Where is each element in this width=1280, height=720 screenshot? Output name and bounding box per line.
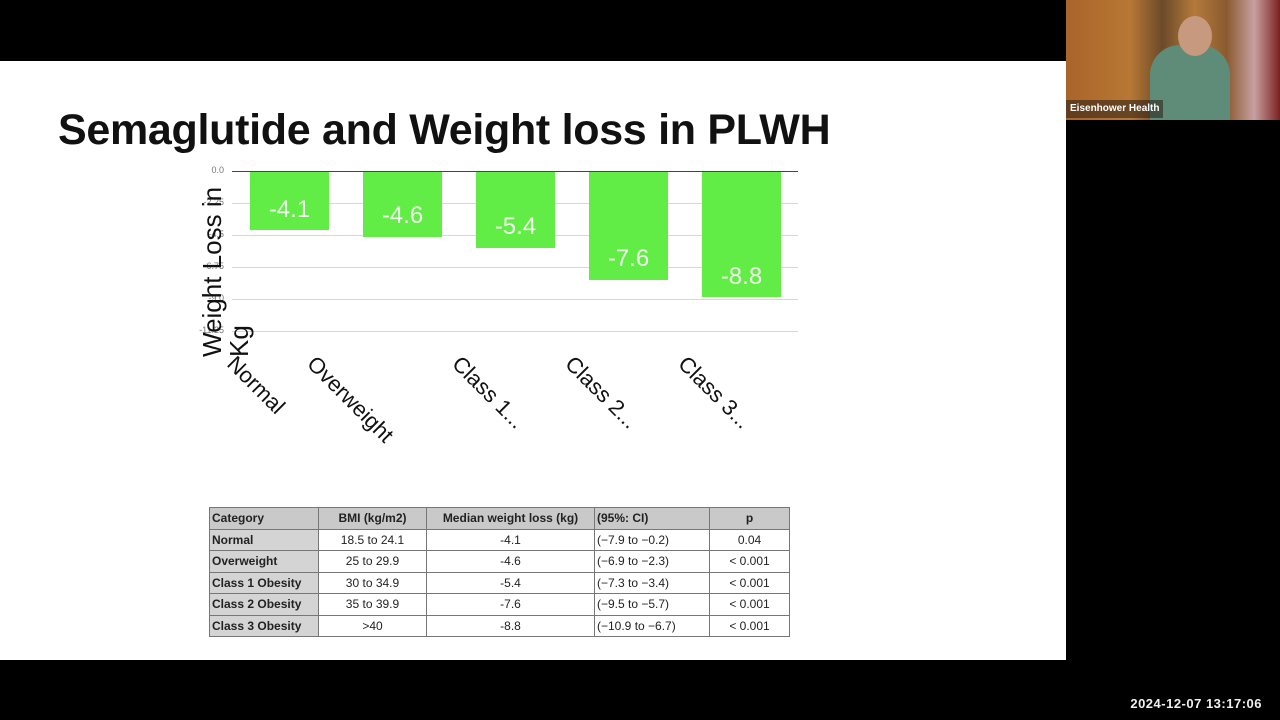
table-row: Class 1 Obesity 30 to 34.9 -5.4 (−7.3 to… [209,571,790,594]
cell-median: -7.6 [426,593,595,616]
x-tick-label: Normal [222,351,291,419]
bar-class-2: -7.6 [589,172,668,280]
bar-value-label: -4.6 [381,202,424,229]
cell-category: Class 2 Obesity [209,593,319,616]
x-tick-label: Class 1... [447,351,530,434]
y-tick: -11.25 [199,325,224,335]
table-row: Class 3 Obesity >40 -8.8 (−10.9 to −6.7)… [209,614,790,637]
cell-median: -8.8 [426,614,595,637]
cell-category: Class 3 Obesity [209,614,319,637]
recording-timestamp: 2024-12-07 13:17:06 [1130,696,1262,711]
bar-normal: -4.1 [250,172,329,230]
bar-value-label: -4.1 [268,196,311,223]
bar-chart: 0.0 -2.25 -4.5 -6.75 -9.0 -11.25 Weight … [0,61,1066,481]
cell-category: Overweight [209,550,319,573]
bar-class-1: -5.4 [476,172,555,248]
cell-ci: (−6.9 to −2.3) [594,550,710,573]
table-row: Class 2 Obesity 35 to 39.9 -7.6 (−9.5 to… [209,593,790,616]
gridline-4 [232,299,798,300]
bar-class-3: -8.8 [702,172,781,297]
cell-ci: (−10.9 to −6.7) [594,614,710,637]
bar-overweight: -4.6 [363,172,442,237]
cell-p: 0.04 [709,528,790,551]
cell-p: < 0.001 [709,571,790,594]
speaker-head [1178,16,1212,56]
header-p: p [709,507,790,530]
cell-p: < 0.001 [709,614,790,637]
y-tick: -4.5 [208,229,224,239]
x-tick-label: Overweight [302,351,399,448]
x-tick-label: Class 2... [560,351,643,434]
bar-value-label: -5.4 [494,213,537,240]
results-table: Category BMI (kg/m2) Median weight loss … [209,507,790,637]
video-feed-label: Eisenhower Health [1066,100,1164,118]
cell-bmi: >40 [318,614,427,637]
header-median-weight-loss: Median weight loss (kg) [426,507,595,530]
cell-bmi: 25 to 29.9 [318,550,427,573]
gridline-0 [232,171,798,172]
y-tick: -6.75 [203,261,224,271]
cell-median: -4.1 [426,528,595,551]
gridline-5 [232,331,798,332]
gridline-3 [232,267,798,268]
y-axis-label: Weight Loss in Kg [197,186,254,357]
cell-bmi: 18.5 to 24.1 [318,528,427,551]
cell-bmi: 30 to 34.9 [318,571,427,594]
cell-median: -5.4 [426,571,595,594]
y-tick: -9.0 [208,293,224,303]
presentation-slide: Semaglutide and Weight loss in PLWH 0.0 … [0,61,1066,660]
cell-bmi: 35 to 39.9 [318,593,427,616]
header-bmi: BMI (kg/m2) [318,507,427,530]
table-row: Overweight 25 to 29.9 -4.6 (−6.9 to −2.3… [209,550,790,573]
cell-ci: (−9.5 to −5.7) [594,593,710,616]
x-tick-label: Class 3... [673,351,756,434]
bar-value-label: -8.8 [720,263,763,290]
slide-title: Semaglutide and Weight loss in PLWH [58,106,831,154]
y-tick: 0.0 [211,165,224,175]
cell-ci: (−7.9 to −0.2) [594,528,710,551]
table-row: Normal 18.5 to 24.1 -4.1 (−7.9 to −0.2) … [209,528,790,551]
cell-p: < 0.001 [709,593,790,616]
header-category: Category [209,507,319,530]
table-header-row: Category BMI (kg/m2) Median weight loss … [209,507,790,530]
bar-value-label: -7.6 [607,245,650,272]
cell-category: Class 1 Obesity [209,571,319,594]
cell-p: < 0.001 [709,550,790,573]
cell-category: Normal [209,528,319,551]
cell-ci: (−7.3 to −3.4) [594,571,710,594]
y-tick: -2.25 [203,197,224,207]
cell-median: -4.6 [426,550,595,573]
header-ci: (95%: CI) [594,507,710,530]
